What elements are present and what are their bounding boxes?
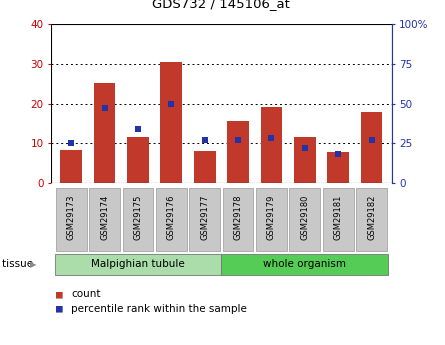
Text: ▶: ▶ bbox=[30, 260, 37, 269]
Text: GSM29174: GSM29174 bbox=[100, 194, 109, 239]
Bar bbox=[227, 121, 249, 183]
Text: whole organism: whole organism bbox=[263, 259, 346, 269]
Text: GSM29182: GSM29182 bbox=[367, 194, 376, 239]
Text: GSM29178: GSM29178 bbox=[234, 194, 243, 240]
Bar bbox=[290, 188, 320, 250]
Text: ■: ■ bbox=[56, 289, 62, 299]
Text: GSM29179: GSM29179 bbox=[267, 194, 276, 239]
Bar bbox=[294, 137, 316, 183]
Bar bbox=[127, 137, 149, 183]
Bar bbox=[123, 188, 154, 250]
Bar bbox=[256, 188, 287, 250]
Text: percentile rank within the sample: percentile rank within the sample bbox=[71, 304, 247, 314]
Text: ■: ■ bbox=[56, 304, 62, 314]
Bar bbox=[161, 62, 182, 183]
Text: GDS732 / 145106_at: GDS732 / 145106_at bbox=[153, 0, 290, 10]
Bar bbox=[94, 83, 115, 183]
Bar bbox=[89, 188, 120, 250]
Text: GSM29177: GSM29177 bbox=[200, 194, 209, 240]
Text: GSM29173: GSM29173 bbox=[67, 194, 76, 240]
Bar bbox=[361, 112, 382, 183]
Bar bbox=[156, 188, 187, 250]
Text: GSM29175: GSM29175 bbox=[134, 194, 142, 239]
Bar bbox=[55, 254, 222, 275]
Text: GSM29180: GSM29180 bbox=[300, 194, 309, 239]
Bar bbox=[222, 254, 388, 275]
Bar bbox=[194, 151, 215, 183]
Bar bbox=[190, 188, 220, 250]
Text: GSM29176: GSM29176 bbox=[167, 194, 176, 240]
Bar bbox=[61, 150, 82, 183]
Bar bbox=[223, 188, 254, 250]
Bar bbox=[356, 188, 387, 250]
Text: GSM29181: GSM29181 bbox=[334, 194, 343, 239]
Bar bbox=[323, 188, 354, 250]
Text: Malpighian tubule: Malpighian tubule bbox=[91, 259, 185, 269]
Text: count: count bbox=[71, 289, 101, 299]
Bar bbox=[261, 108, 282, 183]
Bar bbox=[328, 152, 349, 183]
Text: tissue: tissue bbox=[2, 259, 36, 269]
Bar bbox=[56, 188, 87, 250]
Bar bbox=[51, 24, 392, 183]
